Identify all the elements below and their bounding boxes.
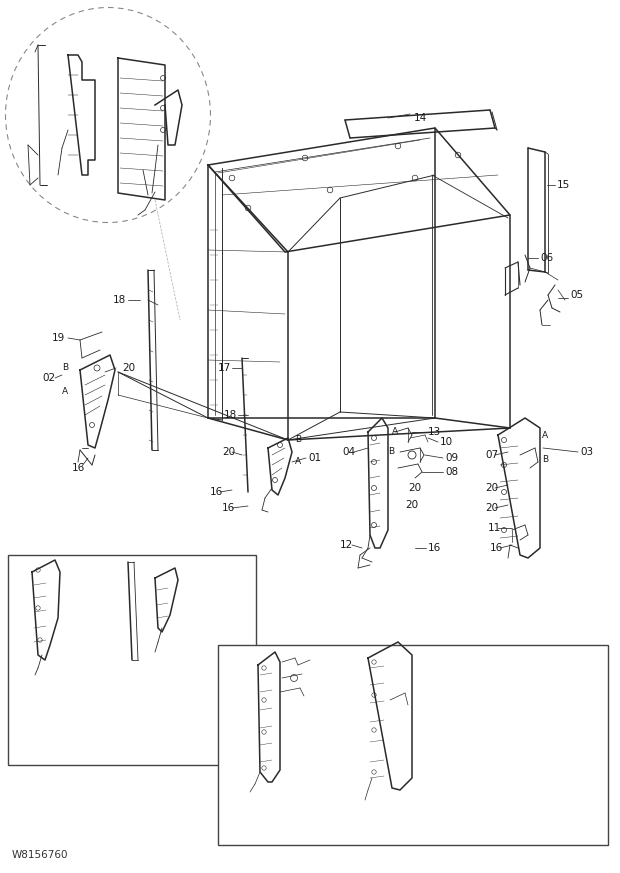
- Text: 16: 16: [122, 633, 135, 643]
- Text: 10: 10: [440, 437, 453, 447]
- Text: 20: 20: [348, 780, 361, 790]
- Text: 16: 16: [490, 543, 503, 553]
- Text: 16: 16: [428, 543, 441, 553]
- Text: 15: 15: [557, 180, 570, 190]
- Bar: [8, 555, 256, 765]
- Text: 02: 02: [18, 603, 31, 613]
- Text: 16: 16: [72, 463, 86, 473]
- Text: 04: 04: [342, 447, 355, 457]
- Text: S/N:005101-005116: S/N:005101-005116: [16, 684, 99, 692]
- Text: 11: 11: [488, 523, 501, 533]
- Text: 16: 16: [132, 647, 145, 657]
- Text: 18: 18: [224, 410, 237, 420]
- Text: 17: 17: [218, 363, 231, 373]
- Text: 16: 16: [210, 487, 223, 497]
- Text: 03: 03: [580, 447, 593, 457]
- Text: 02: 02: [42, 373, 55, 383]
- Text: 20: 20: [346, 795, 359, 805]
- Text: S/N:000101-000133: S/N:000101-000133: [16, 710, 99, 718]
- Text: 20: 20: [122, 363, 135, 373]
- Text: A: A: [392, 428, 398, 436]
- Text: 01: 01: [180, 603, 193, 613]
- Text: 20: 20: [485, 503, 498, 513]
- Text: 16: 16: [22, 643, 35, 653]
- Text: 19: 19: [52, 333, 65, 343]
- Text: 04: 04: [238, 667, 251, 677]
- Text: A: A: [542, 430, 548, 439]
- Text: 13: 13: [428, 427, 441, 437]
- Text: 20: 20: [282, 773, 295, 783]
- Text: 16: 16: [222, 503, 235, 513]
- Text: 01: 01: [308, 453, 321, 463]
- Text: 20: 20: [485, 483, 498, 493]
- Text: 20: 20: [405, 500, 418, 510]
- Text: 20: 20: [408, 483, 421, 493]
- Text: 07: 07: [352, 653, 365, 663]
- Text: 20: 20: [60, 570, 73, 580]
- Text: 08: 08: [445, 467, 458, 477]
- Text: B: B: [295, 436, 301, 444]
- Text: S/N:008101-008105: S/N:008101-008105: [16, 697, 99, 705]
- Text: S/N:000101-000133: S/N:000101-000133: [226, 835, 309, 843]
- Text: 09: 09: [322, 675, 335, 685]
- Text: 18: 18: [113, 295, 126, 305]
- Text: 10: 10: [322, 660, 335, 670]
- Text: 07: 07: [485, 450, 498, 460]
- Text: S/N:008101-008105: S/N:008101-008105: [226, 822, 309, 831]
- Text: B: B: [62, 363, 68, 373]
- Text: 12: 12: [340, 540, 353, 550]
- Text: 05: 05: [570, 290, 583, 300]
- Text: A: A: [295, 457, 301, 466]
- Text: B: B: [542, 456, 548, 464]
- Text: B: B: [388, 448, 394, 457]
- Text: 20: 20: [222, 447, 235, 457]
- Text: 13: 13: [310, 653, 323, 663]
- Text: 14: 14: [414, 113, 427, 123]
- Text: W8156760: W8156760: [12, 850, 68, 860]
- Bar: [218, 645, 608, 845]
- Text: 09: 09: [445, 453, 458, 463]
- Text: 08: 08: [322, 690, 335, 700]
- Text: A: A: [62, 388, 68, 396]
- Text: S/N:005101-005116: S/N:005101-005116: [226, 810, 309, 820]
- Text: 20: 20: [276, 787, 289, 797]
- Text: 03: 03: [422, 645, 435, 655]
- Text: 06: 06: [540, 253, 553, 263]
- Text: 20: 20: [130, 593, 143, 603]
